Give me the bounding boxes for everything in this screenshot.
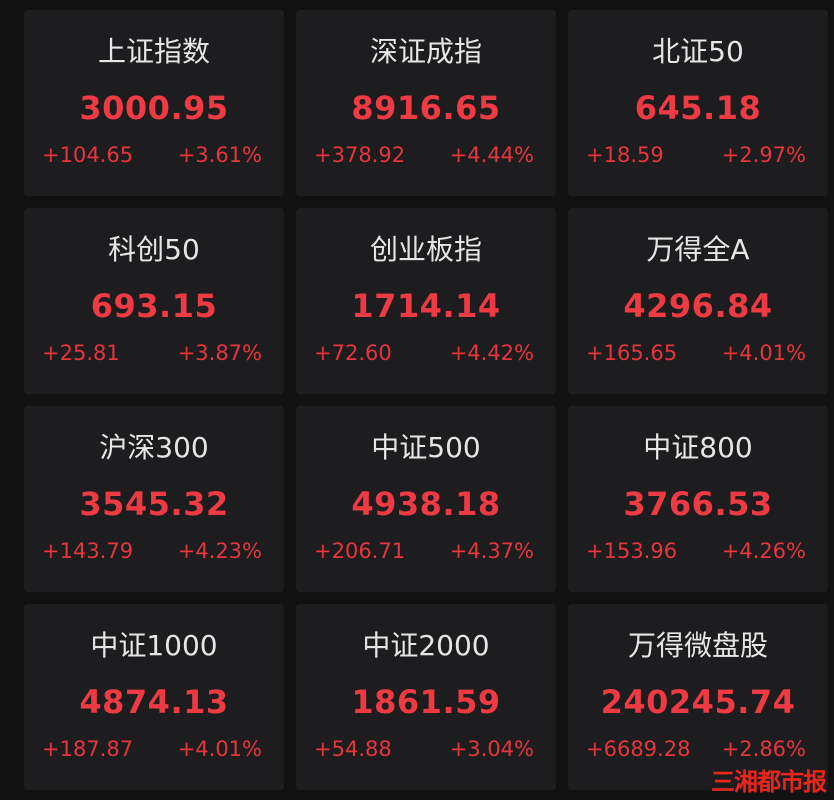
index-percent: +3.61% [177, 143, 262, 167]
index-name: 北证50 [652, 35, 744, 68]
index-card[interactable]: 中证2000 1861.59 +54.88 +3.04% [296, 604, 556, 790]
index-percent: +4.26% [721, 539, 806, 563]
index-value: 1861.59 [351, 683, 501, 721]
index-percent: +4.37% [449, 539, 534, 563]
index-value: 645.18 [634, 89, 762, 127]
index-name: 中证800 [643, 431, 753, 464]
index-percent: +2.97% [721, 143, 806, 167]
index-change: +104.65 [42, 143, 134, 167]
index-value: 4874.13 [79, 683, 229, 721]
index-value: 1714.14 [351, 287, 501, 325]
index-change: +187.87 [42, 737, 134, 761]
index-value: 3000.95 [79, 89, 229, 127]
index-card[interactable]: 万得全A 4296.84 +165.65 +4.01% [568, 208, 828, 394]
index-percent: +4.44% [449, 143, 534, 167]
index-percent: +2.86% [721, 737, 806, 761]
index-name: 中证2000 [362, 629, 490, 662]
index-name: 科创50 [108, 233, 200, 266]
index-name: 万得全A [646, 233, 750, 266]
index-name: 沪深300 [99, 431, 209, 464]
index-value: 693.15 [90, 287, 218, 325]
index-percent: +4.01% [721, 341, 806, 365]
index-percent: +4.23% [177, 539, 262, 563]
index-card[interactable]: 中证1000 4874.13 +187.87 +4.01% [24, 604, 284, 790]
index-name: 深证成指 [369, 35, 482, 68]
index-value: 4938.18 [351, 485, 501, 523]
index-value: 8916.65 [351, 89, 501, 127]
index-percent: +4.42% [449, 341, 534, 365]
index-value: 240245.74 [600, 683, 796, 721]
index-value: 3545.32 [79, 485, 229, 523]
index-name: 上证指数 [97, 35, 210, 68]
index-percent: +4.01% [177, 737, 262, 761]
index-card[interactable]: 沪深300 3545.32 +143.79 +4.23% [24, 406, 284, 592]
index-value: 3766.53 [623, 485, 773, 523]
index-name: 中证500 [371, 431, 481, 464]
index-change: +54.88 [314, 737, 392, 761]
index-change: +6689.28 [586, 737, 691, 761]
index-percent: +3.87% [177, 341, 262, 365]
index-change: +153.96 [586, 539, 678, 563]
index-grid: 上证指数 3000.95 +104.65 +3.61% 深证成指 8916.65 +378.… [24, 10, 828, 790]
index-change: +18.59 [586, 143, 664, 167]
index-change: +165.65 [586, 341, 678, 365]
index-card[interactable]: 中证800 3766.53 +153.96 +4.26% [568, 406, 828, 592]
index-change: +206.71 [314, 539, 406, 563]
index-name: 万得微盘股 [627, 629, 768, 662]
index-card[interactable]: 创业板指 1714.14 +72.60 +4.42% [296, 208, 556, 394]
index-change: +72.60 [314, 341, 392, 365]
index-change: +25.81 [42, 341, 120, 365]
index-card[interactable]: 科创50 693.15 +25.81 +3.87% [24, 208, 284, 394]
watermark-logo: 三湘都市报 [711, 768, 827, 796]
index-change: +143.79 [42, 539, 134, 563]
index-card[interactable]: 上证指数 3000.95 +104.65 +3.61% [24, 10, 284, 196]
index-value: 4296.84 [623, 287, 773, 325]
index-card[interactable]: 中证500 4938.18 +206.71 +4.37% [296, 406, 556, 592]
index-card[interactable]: 深证成指 8916.65 +378.92 +4.44% [296, 10, 556, 196]
index-card[interactable]: 北证50 645.18 +18.59 +2.97% [568, 10, 828, 196]
index-name: 创业板指 [369, 233, 482, 266]
index-change: +378.92 [314, 143, 406, 167]
index-percent: +3.04% [449, 737, 534, 761]
index-name: 中证1000 [90, 629, 218, 662]
index-card[interactable]: 万得微盘股 240245.74 +6689.28 +2.86% [568, 604, 828, 790]
